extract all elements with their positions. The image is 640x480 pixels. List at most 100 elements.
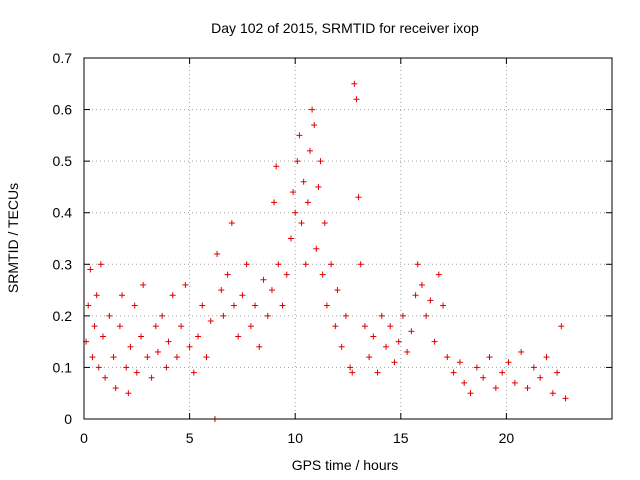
data-point [224, 271, 231, 278]
data-point [87, 266, 94, 273]
axis-ticks [83, 57, 612, 420]
data-point [456, 359, 463, 366]
data-point [427, 297, 434, 304]
data-point [119, 292, 126, 299]
data-point [412, 292, 419, 299]
data-point [328, 261, 335, 268]
data-point [116, 323, 123, 330]
data-point [554, 369, 561, 376]
data-point [374, 369, 381, 376]
data-point [296, 132, 303, 139]
y-tick-label: 0.1 [53, 359, 73, 375]
data-point [387, 323, 394, 330]
data-point [351, 80, 358, 87]
data-point [235, 333, 242, 340]
data-point [499, 369, 506, 376]
data-point [353, 96, 360, 103]
data-point [93, 292, 100, 299]
data-point [524, 385, 531, 392]
data-point [273, 163, 280, 170]
data-point [182, 281, 189, 288]
data-point [228, 220, 235, 227]
data-point [311, 122, 318, 129]
data-point [271, 199, 278, 206]
data-point [313, 245, 320, 252]
plot-frame [83, 57, 613, 420]
data-point [243, 261, 250, 268]
data-point [260, 276, 267, 283]
x-tick-label: 15 [393, 430, 409, 446]
data-point [505, 359, 512, 366]
data-point [199, 302, 206, 309]
y-tick-labels: 0 0.1 0.2 0.3 0.4 0.5 0.6 0.7 [53, 50, 73, 427]
data-point [279, 302, 286, 309]
data-point [89, 354, 96, 361]
data-point [304, 199, 311, 206]
y-axis-label: SRMTID / TECUs [5, 183, 21, 293]
data-point [127, 343, 134, 350]
data-point [383, 343, 390, 350]
data-point [203, 354, 210, 361]
data-point [163, 364, 170, 371]
data-point [298, 220, 305, 227]
data-point [290, 189, 297, 196]
data-point [444, 354, 451, 361]
data-point [309, 106, 316, 113]
data-point [283, 271, 290, 278]
data-point [133, 369, 140, 376]
data-point [154, 348, 161, 355]
data-point [97, 261, 104, 268]
data-point [112, 385, 119, 392]
data-point [287, 235, 294, 242]
x-tick-label: 20 [499, 430, 515, 446]
data-point [131, 302, 138, 309]
data-point [562, 395, 569, 402]
data-point [486, 354, 493, 361]
y-tick-label: 0 [64, 411, 72, 427]
data-point [294, 158, 301, 165]
data-point [347, 364, 354, 371]
data-point [264, 312, 271, 319]
data-point [218, 287, 225, 294]
data-point [85, 302, 92, 309]
chart-title: Day 102 of 2015, SRMTID for receiver ixo… [211, 20, 479, 36]
data-point [165, 338, 172, 345]
data-point [537, 374, 544, 381]
data-point [247, 323, 254, 330]
data-point [355, 194, 362, 201]
data-point [125, 390, 132, 397]
x-tick-label: 10 [287, 430, 303, 446]
data-point [91, 323, 98, 330]
data-point [530, 364, 537, 371]
data-point [317, 158, 324, 165]
grid [84, 58, 612, 419]
data-point [440, 302, 447, 309]
data-point [138, 333, 145, 340]
data-point [543, 354, 550, 361]
data-point [361, 323, 368, 330]
data-point [480, 374, 487, 381]
data-point [332, 323, 339, 330]
data-point [378, 312, 385, 319]
data-point [140, 281, 147, 288]
data-point [95, 364, 102, 371]
data-point [408, 328, 415, 335]
data-point [357, 261, 364, 268]
data-point [268, 287, 275, 294]
data-point [110, 354, 117, 361]
data-point [418, 281, 425, 288]
data-point [319, 271, 326, 278]
data-point [100, 333, 107, 340]
data-point [342, 312, 349, 319]
data-point [461, 379, 468, 386]
data-point [152, 323, 159, 330]
data-point [370, 333, 377, 340]
x-tick-labels: 0 5 10 15 20 [80, 430, 514, 446]
data-point [214, 250, 221, 257]
data-point [404, 348, 411, 355]
data-point [431, 338, 438, 345]
y-tick-label: 0.5 [53, 153, 73, 169]
data-point [178, 323, 185, 330]
data-point [106, 312, 113, 319]
data-point [169, 292, 176, 299]
